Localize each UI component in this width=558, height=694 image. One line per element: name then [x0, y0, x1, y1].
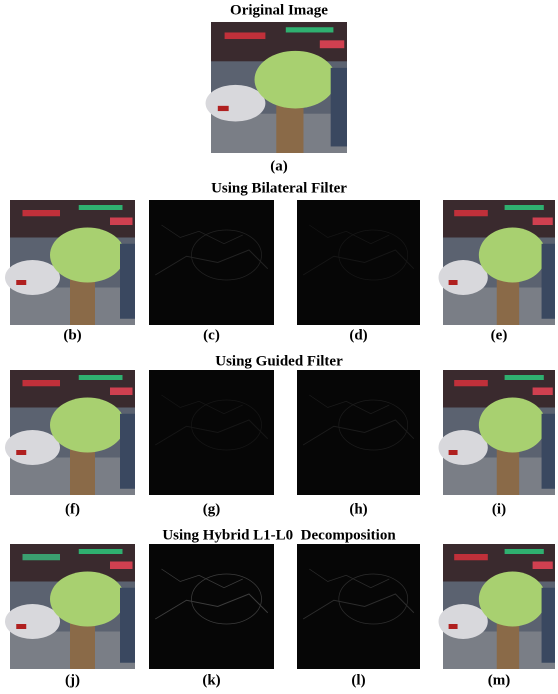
panel-label: (m)	[488, 672, 511, 688]
umbrella	[50, 398, 125, 453]
umbrella	[479, 228, 546, 283]
right-people	[120, 414, 135, 489]
light	[454, 210, 488, 216]
figure-title: Original Image	[230, 2, 328, 18]
light	[23, 380, 61, 386]
light	[110, 562, 133, 570]
panel-label: (c)	[203, 327, 220, 343]
car-light	[16, 624, 26, 629]
light	[286, 27, 334, 32]
light	[23, 554, 61, 560]
detail-image	[149, 370, 274, 495]
photo	[5, 200, 135, 325]
panel-label: (d)	[349, 327, 367, 343]
detail-image	[297, 370, 420, 495]
car	[5, 430, 60, 465]
car-light	[16, 450, 26, 455]
car	[439, 430, 488, 465]
light	[533, 218, 553, 226]
section-title: Using Bilateral Filter	[211, 180, 347, 196]
section-title: Using Hybrid L1-L0 Decomposition	[162, 527, 396, 543]
car-light	[449, 450, 458, 455]
photo	[439, 544, 555, 669]
detail-image	[297, 544, 420, 669]
detail-bg	[297, 370, 420, 495]
light	[23, 210, 61, 216]
car-light	[16, 280, 26, 285]
panel-label: (h)	[349, 501, 367, 517]
detail-bg	[297, 544, 420, 669]
car-light	[449, 280, 458, 285]
light	[505, 375, 544, 380]
detail-image	[149, 200, 274, 325]
photo	[5, 370, 135, 495]
right-people	[542, 244, 555, 319]
detail-bg	[149, 370, 274, 495]
photo	[206, 22, 347, 153]
car-light	[449, 624, 458, 629]
car	[5, 260, 60, 295]
photo	[439, 200, 555, 325]
light	[79, 375, 123, 380]
detail-image	[297, 200, 420, 325]
detail-bg	[297, 200, 420, 325]
right-people	[542, 414, 555, 489]
light	[79, 205, 123, 210]
panel-label: (l)	[351, 672, 365, 688]
section-title: Using Guided Filter	[215, 353, 343, 369]
light	[110, 388, 133, 396]
panel-label: (j)	[65, 672, 80, 688]
right-people	[120, 244, 135, 319]
right-people	[542, 588, 555, 663]
umbrella	[255, 51, 337, 109]
light	[454, 554, 488, 560]
panel-label: (k)	[202, 672, 220, 688]
right-people	[331, 68, 347, 147]
light	[505, 205, 544, 210]
panel-label: (e)	[491, 327, 508, 343]
panel-label: (i)	[492, 501, 506, 517]
car	[5, 604, 60, 639]
light	[320, 40, 344, 48]
umbrella	[50, 572, 125, 627]
car	[439, 260, 488, 295]
panel-label: (b)	[63, 327, 81, 343]
light	[110, 218, 133, 226]
right-people	[120, 588, 135, 663]
light	[533, 388, 553, 396]
panel-label: (g)	[203, 501, 221, 517]
car	[439, 604, 488, 639]
light	[454, 380, 488, 386]
light	[533, 562, 553, 570]
car-light	[218, 106, 229, 111]
detail-bg	[149, 200, 274, 325]
umbrella	[50, 228, 125, 283]
light	[505, 549, 544, 554]
light	[79, 549, 123, 554]
umbrella	[479, 572, 546, 627]
photo	[439, 370, 555, 495]
photo	[5, 544, 135, 669]
light	[225, 32, 266, 39]
detail-image	[149, 544, 274, 669]
panel-label: (a)	[270, 158, 288, 174]
umbrella	[479, 398, 546, 453]
detail-bg	[149, 544, 274, 669]
car	[206, 85, 266, 122]
figure: Original Image (a) Using Bilateral Filte…	[0, 0, 558, 694]
panel-label: (f)	[65, 501, 80, 517]
